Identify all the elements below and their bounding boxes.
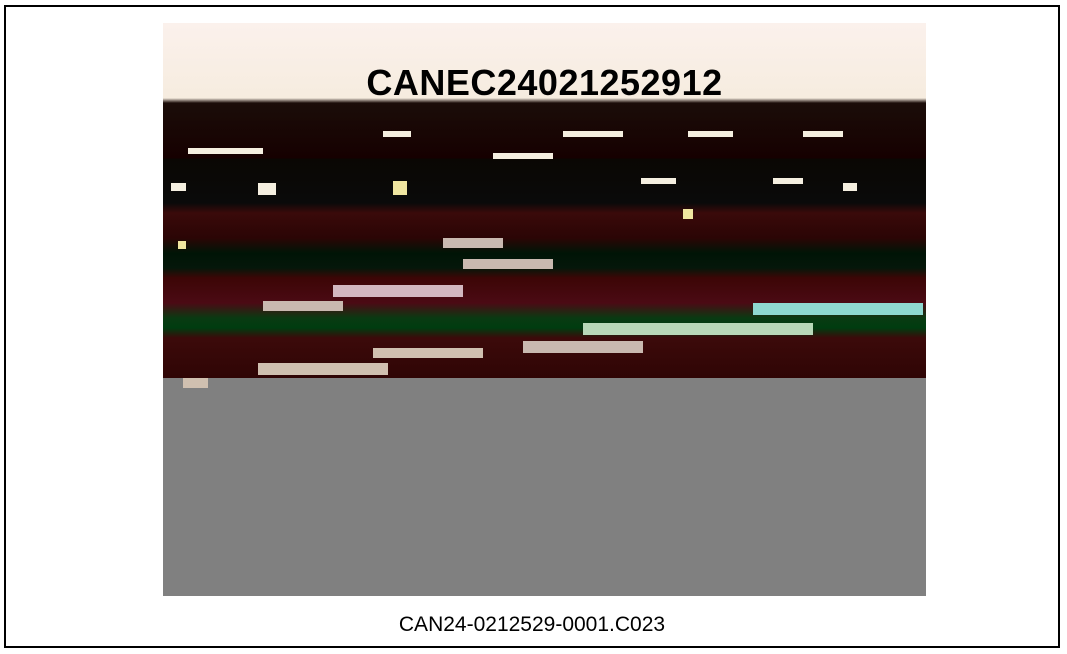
photo-artifact (258, 363, 388, 375)
photo-corrupted-region (163, 23, 926, 378)
photo-artifact (493, 153, 553, 159)
photo-artifact (803, 131, 843, 137)
photo-artifact (753, 303, 923, 315)
photo-artifact (188, 148, 263, 154)
photo-artifact (443, 238, 503, 248)
document-photo: CANEC24021252912 (163, 23, 926, 596)
photo-artifact (178, 241, 186, 249)
photo-artifact (523, 341, 643, 353)
photo-artifact (263, 301, 343, 311)
photo-artifact (383, 131, 411, 137)
photo-artifact (333, 285, 463, 297)
photo-artifact (583, 323, 813, 335)
photo-artifact (563, 131, 623, 137)
photo-artifact (843, 183, 857, 191)
photo-artifact (683, 209, 693, 219)
document-frame: CANEC24021252912 CAN24-0212529-0001.C023 (4, 5, 1060, 648)
photo-artifact (183, 378, 208, 388)
photo-artifact (688, 131, 733, 137)
photo-artifact (641, 178, 676, 184)
image-overlay-id: CANEC24021252912 (366, 62, 723, 103)
photo-artifact (171, 183, 186, 191)
document-caption: CAN24-0212529-0001.C023 (398, 613, 666, 636)
photo-artifact (463, 259, 553, 269)
photo-artifact (373, 348, 483, 358)
photo-artifact (258, 183, 276, 195)
photo-artifact (393, 181, 407, 195)
photo-artifact (773, 178, 803, 184)
